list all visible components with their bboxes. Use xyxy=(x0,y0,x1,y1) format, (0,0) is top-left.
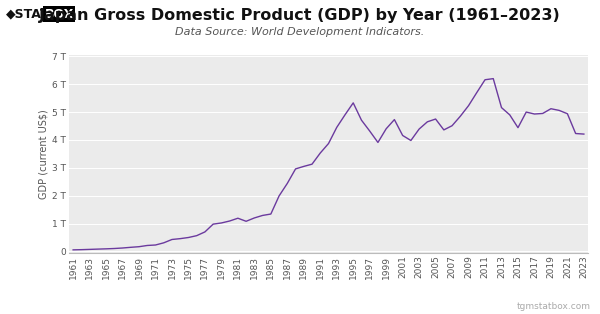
Text: Japan Gross Domestic Product (GDP) by Year (1961–2023): Japan Gross Domestic Product (GDP) by Ye… xyxy=(39,8,561,23)
Y-axis label: GDP (current US$): GDP (current US$) xyxy=(38,109,48,199)
Text: Data Source: World Development Indicators.: Data Source: World Development Indicator… xyxy=(175,27,425,37)
Text: tgmstatbox.com: tgmstatbox.com xyxy=(517,302,591,311)
Text: BOX: BOX xyxy=(44,8,74,21)
Text: ◆STAT: ◆STAT xyxy=(6,8,49,21)
